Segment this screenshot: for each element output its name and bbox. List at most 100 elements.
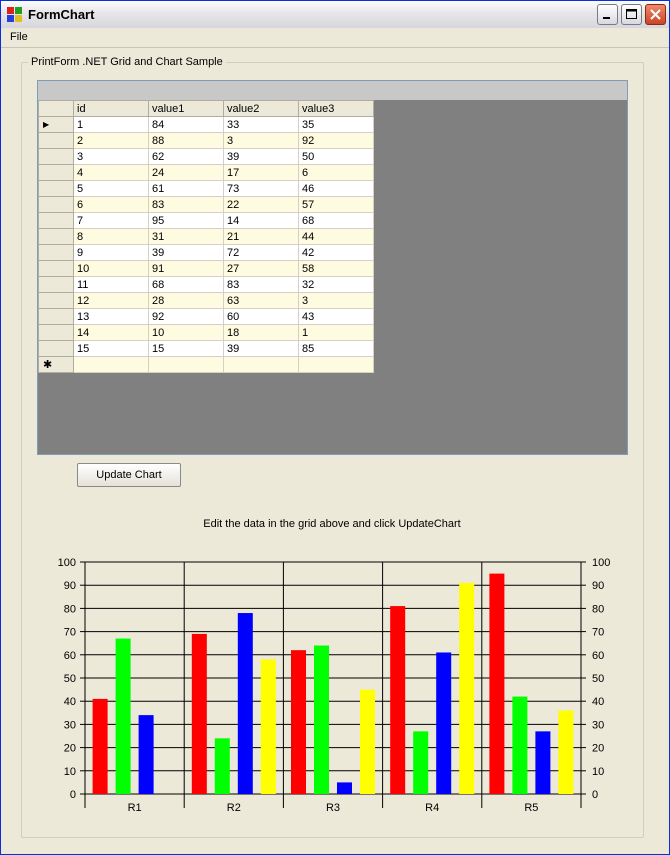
grid-row[interactable]: 9 39 72 42 [38,244,374,261]
grid-cell-id[interactable]: 9 [73,244,149,261]
grid-cell-value3[interactable]: 42 [298,244,374,261]
grid-cell-value2[interactable]: 22 [223,196,299,213]
data-grid[interactable]: id value1 value2 value3 ▶ 1 84 33 35 2 88 3 92 3 6… [37,80,628,455]
grid-cell-id[interactable]: 4 [73,164,149,181]
grid-row[interactable]: 3 62 39 50 [38,148,374,165]
grid-cell-value3[interactable]: 85 [298,340,374,357]
column-header-value2[interactable]: value2 [223,100,299,117]
grid-cell-value2[interactable]: 3 [223,132,299,149]
grid-cell-value2[interactable]: 39 [223,340,299,357]
grid-new-cell[interactable] [298,356,374,373]
row-header[interactable] [38,340,74,357]
row-header[interactable] [38,244,74,261]
grid-row[interactable]: 2 88 3 92 [38,132,374,149]
grid-cell-value2[interactable]: 27 [223,260,299,277]
grid-cell-value1[interactable]: 62 [148,148,224,165]
grid-cell-value3[interactable]: 50 [298,148,374,165]
grid-cell-id[interactable]: 8 [73,228,149,245]
grid-row[interactable]: 7 95 14 68 [38,212,374,229]
grid-cell-value1[interactable]: 92 [148,308,224,325]
grid-cell-value3[interactable]: 32 [298,276,374,293]
grid-cell-id[interactable]: 15 [73,340,149,357]
grid-cell-value3[interactable]: 44 [298,228,374,245]
grid-cell-value3[interactable]: 92 [298,132,374,149]
grid-cell-value1[interactable]: 61 [148,180,224,197]
grid-cell-value2[interactable]: 83 [223,276,299,293]
grid-cell-value2[interactable]: 21 [223,228,299,245]
grid-cell-value1[interactable]: 10 [148,324,224,341]
grid-cell-value3[interactable]: 3 [298,292,374,309]
grid-cell-value1[interactable]: 83 [148,196,224,213]
grid-row[interactable]: 8 31 21 44 [38,228,374,245]
grid-cell-id[interactable]: 12 [73,292,149,309]
minimize-button[interactable] [597,4,618,25]
row-header[interactable] [38,276,74,293]
grid-row[interactable]: 5 61 73 46 [38,180,374,197]
row-header-corner[interactable] [38,100,74,117]
grid-cell-id[interactable]: 1 [73,116,149,133]
grid-cell-id[interactable]: 7 [73,212,149,229]
grid-row[interactable]: 13 92 60 43 [38,308,374,325]
update-chart-button[interactable]: Update Chart [77,463,181,487]
grid-cell-value1[interactable]: 68 [148,276,224,293]
row-header[interactable] [38,164,74,181]
row-header[interactable] [38,260,74,277]
row-header[interactable] [38,292,74,309]
title-bar[interactable]: FormChart [1,1,669,29]
grid-cell-value1[interactable]: 95 [148,212,224,229]
grid-cell-value1[interactable]: 84 [148,116,224,133]
grid-cell-id[interactable]: 13 [73,308,149,325]
grid-new-cell[interactable] [223,356,299,373]
grid-new-cell[interactable] [73,356,149,373]
grid-cell-value3[interactable]: 58 [298,260,374,277]
grid-cell-value2[interactable]: 18 [223,324,299,341]
row-header[interactable] [38,132,74,149]
grid-cell-value2[interactable]: 39 [223,148,299,165]
grid-cell-value1[interactable]: 28 [148,292,224,309]
new-row-header[interactable]: ✱ [38,356,74,373]
grid-table[interactable]: id value1 value2 value3 ▶ 1 84 33 35 2 88 3 92 3 6… [38,100,374,373]
grid-new-cell[interactable] [148,356,224,373]
column-header-value1[interactable]: value1 [148,100,224,117]
grid-cell-id[interactable]: 14 [73,324,149,341]
grid-cell-id[interactable]: 5 [73,180,149,197]
grid-cell-value2[interactable]: 63 [223,292,299,309]
grid-cell-value2[interactable]: 17 [223,164,299,181]
grid-new-row[interactable]: ✱ [38,356,374,373]
grid-cell-value3[interactable]: 46 [298,180,374,197]
row-header[interactable] [38,308,74,325]
grid-row[interactable]: 12 28 63 3 [38,292,374,309]
column-header-id[interactable]: id [73,100,149,117]
grid-cell-value2[interactable]: 14 [223,212,299,229]
grid-cell-value1[interactable]: 91 [148,260,224,277]
column-header-value3[interactable]: value3 [298,100,374,117]
row-header[interactable] [38,148,74,165]
grid-cell-value2[interactable]: 72 [223,244,299,261]
row-header[interactable] [38,228,74,245]
grid-cell-value1[interactable]: 88 [148,132,224,149]
row-header[interactable] [38,212,74,229]
grid-cell-value1[interactable]: 15 [148,340,224,357]
grid-cell-value2[interactable]: 60 [223,308,299,325]
row-header[interactable] [38,196,74,213]
grid-row[interactable]: 11 68 83 32 [38,276,374,293]
grid-row[interactable]: ▶ 1 84 33 35 [38,116,374,133]
grid-row[interactable]: 10 91 27 58 [38,260,374,277]
grid-cell-id[interactable]: 10 [73,260,149,277]
grid-row[interactable]: 6 83 22 57 [38,196,374,213]
grid-cell-value1[interactable]: 39 [148,244,224,261]
maximize-button[interactable] [621,4,642,25]
row-header[interactable] [38,180,74,197]
grid-cell-value3[interactable]: 35 [298,116,374,133]
grid-row[interactable]: 15 15 39 85 [38,340,374,357]
row-header[interactable] [38,324,74,341]
grid-cell-value2[interactable]: 33 [223,116,299,133]
grid-cell-id[interactable]: 6 [73,196,149,213]
grid-cell-id[interactable]: 2 [73,132,149,149]
grid-cell-value3[interactable]: 43 [298,308,374,325]
grid-cell-value3[interactable]: 6 [298,164,374,181]
grid-cell-value3[interactable]: 1 [298,324,374,341]
row-header[interactable]: ▶ [38,116,74,133]
grid-cell-value3[interactable]: 57 [298,196,374,213]
grid-cell-value1[interactable]: 31 [148,228,224,245]
